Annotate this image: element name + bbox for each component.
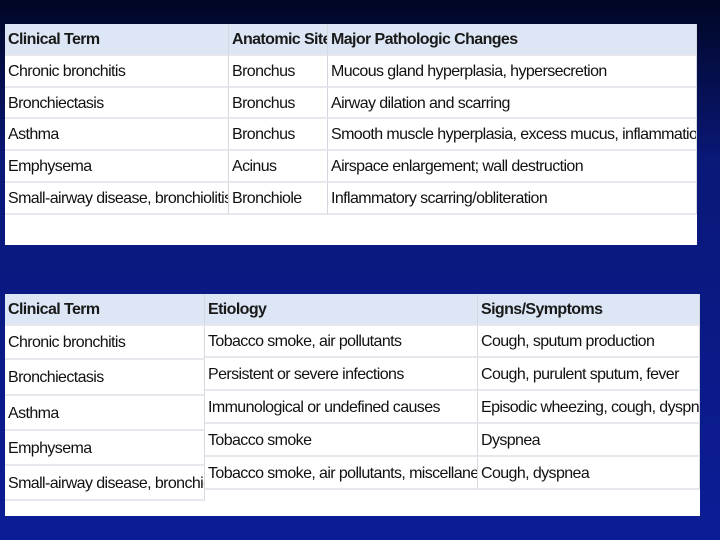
table-cell: Mucous gland hyperplasia, hypersecretion <box>328 56 697 88</box>
table-cell: Bronchus <box>229 56 328 88</box>
table-2-left-panel <box>5 294 205 516</box>
table-cell: Bronchiectasis <box>5 360 205 396</box>
table-cell: Cough, sputum production <box>478 326 700 358</box>
table-cell: Bronchiole <box>229 183 328 215</box>
table-cell: Tobacco smoke <box>205 424 478 457</box>
table-cell: Small-airway disease, bronchiolitis <box>5 183 229 215</box>
table-cell: Asthma <box>5 396 205 431</box>
header-cell: Major Pathologic Changes <box>328 24 697 56</box>
table-cell: Bronchus <box>229 88 328 119</box>
table-cell: Chronic bronchitis <box>5 56 229 88</box>
table-2-right-panel <box>205 294 700 516</box>
table-cell: Asthma <box>5 119 229 151</box>
table-cell: Acinus <box>229 151 328 183</box>
table-cell: Smooth muscle hyperplasia, excess mucus,… <box>328 119 697 151</box>
header-cell: Anatomic Site <box>229 24 328 56</box>
table-cell: Immunological or undefined causes <box>205 391 478 424</box>
table-cell: Cough, dyspnea <box>478 457 700 490</box>
header-cell: Signs/Symptoms <box>478 294 700 326</box>
table-cell: Chronic bronchitis <box>5 326 205 360</box>
table-cell: Tobacco smoke, air pollutants <box>205 326 478 358</box>
table-cell: Bronchiectasis <box>5 88 229 119</box>
table-cell: Inflammatory scarring/obliteration <box>328 183 697 215</box>
table-cell: Cough, purulent sputum, fever <box>478 358 700 391</box>
table-cell: Persistent or severe infections <box>205 358 478 391</box>
table-cell: Bronchus <box>229 119 328 151</box>
table-cell: Dyspnea <box>478 424 700 457</box>
header-cell: Clinical Term <box>5 24 229 56</box>
table-cell: Episodic wheezing, cough, dyspnea <box>478 391 700 424</box>
header-cell: Etiology <box>205 294 478 326</box>
table-cell: Airway dilation and scarring <box>328 88 697 119</box>
table-cell: Tobacco smoke, air pollutants, miscellan… <box>205 457 478 490</box>
table-cell: Emphysema <box>5 151 229 183</box>
table-1-panel <box>5 24 697 245</box>
header-cell: Clinical Term <box>5 294 205 326</box>
table-cell: Emphysema <box>5 431 205 466</box>
table-cell: Airspace enlargement; wall destruction <box>328 151 697 183</box>
table-cell: Small-airway disease, bronchioliti <box>5 466 205 501</box>
